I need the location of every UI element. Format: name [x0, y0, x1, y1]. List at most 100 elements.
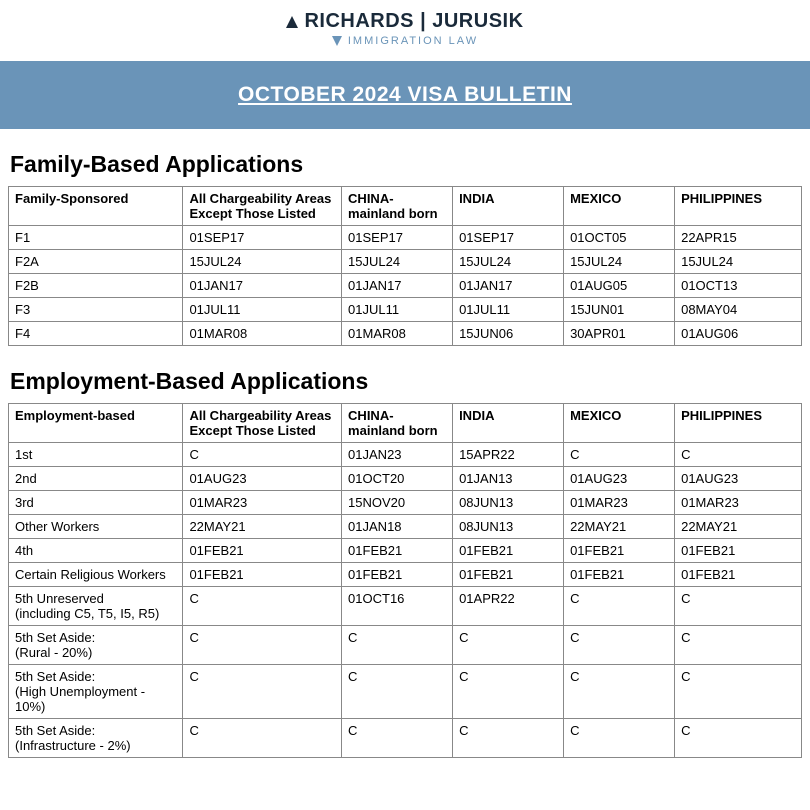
employment-cell: 01FEB21	[564, 539, 675, 563]
employment-cell: 22MAY21	[183, 515, 342, 539]
employment-cell: 01JAN18	[342, 515, 453, 539]
employment-cell: 22MAY21	[675, 515, 802, 539]
family-cell: F2B	[9, 274, 183, 298]
logo-main-text: RICHARDS | JURUSIK	[304, 10, 523, 33]
family-cell: 01AUG06	[675, 322, 802, 346]
family-cell: 01OCT05	[564, 226, 675, 250]
employment-table: Employment-basedAll Chargeability Areas …	[8, 403, 802, 758]
employment-row: Certain Religious Workers01FEB2101FEB210…	[9, 563, 802, 587]
family-cell: F3	[9, 298, 183, 322]
employment-cell: C	[183, 626, 342, 665]
employment-cell: 15APR22	[453, 443, 564, 467]
family-cell: 01MAR08	[183, 322, 342, 346]
employment-row: 3rd01MAR2315NOV2008JUN1301MAR2301MAR23	[9, 491, 802, 515]
logo-main-line: RICHARDS | JURUSIK	[0, 10, 810, 33]
employment-cell: 01FEB21	[675, 539, 802, 563]
employment-cell: 01FEB21	[453, 563, 564, 587]
family-cell: 01AUG05	[564, 274, 675, 298]
employment-col-5: PHILIPPINES	[675, 404, 802, 443]
family-col-5: PHILIPPINES	[675, 187, 802, 226]
family-cell: 15JUN06	[453, 322, 564, 346]
banner-title: OCTOBER 2024 VISA BULLETIN	[238, 83, 572, 106]
family-section-title: Family-Based Applications	[0, 129, 810, 186]
employment-cell: 5th Set Aside:(High Unemployment - 10%)	[9, 665, 183, 719]
employment-row: 5th Set Aside:(High Unemployment - 10%)C…	[9, 665, 802, 719]
logo-sub-text: IMMIGRATION LAW	[348, 35, 478, 47]
family-cell: 01JAN17	[342, 274, 453, 298]
family-cell: 08MAY04	[675, 298, 802, 322]
family-cell: 15JUL24	[453, 250, 564, 274]
family-cell: 15JUL24	[183, 250, 342, 274]
employment-cell: C	[453, 626, 564, 665]
employment-cell: 01APR22	[453, 587, 564, 626]
employment-cell: 01AUG23	[564, 467, 675, 491]
employment-cell: 01OCT20	[342, 467, 453, 491]
employment-cell: 08JUN13	[453, 515, 564, 539]
employment-cell: 01AUG23	[675, 467, 802, 491]
employment-cell: 1st	[9, 443, 183, 467]
family-row: F401MAR0801MAR0815JUN0630APR0101AUG06	[9, 322, 802, 346]
family-cell: 01JAN17	[453, 274, 564, 298]
employment-row: Other Workers22MAY2101JAN1808JUN1322MAY2…	[9, 515, 802, 539]
employment-cell: 01MAR23	[183, 491, 342, 515]
employment-cell: 2nd	[9, 467, 183, 491]
employment-row: 4th01FEB2101FEB2101FEB2101FEB2101FEB21	[9, 539, 802, 563]
family-cell: 01JUL11	[342, 298, 453, 322]
family-table: Family-SponsoredAll Chargeability Areas …	[8, 186, 802, 346]
bulletin-banner: OCTOBER 2024 VISA BULLETIN	[0, 61, 810, 129]
family-cell: 15JUL24	[675, 250, 802, 274]
employment-cell: 5th Set Aside:(Rural - 20%)	[9, 626, 183, 665]
family-row: F301JUL1101JUL1101JUL1115JUN0108MAY04	[9, 298, 802, 322]
family-cell: 01SEP17	[453, 226, 564, 250]
family-cell: F2A	[9, 250, 183, 274]
employment-cell: C	[675, 587, 802, 626]
family-cell: 01MAR08	[342, 322, 453, 346]
employment-cell: 01OCT16	[342, 587, 453, 626]
employment-cell: C	[453, 719, 564, 758]
employment-row: 1stC01JAN2315APR22CC	[9, 443, 802, 467]
employment-cell: C	[564, 626, 675, 665]
employment-cell: C	[564, 719, 675, 758]
family-row: F2A15JUL2415JUL2415JUL2415JUL2415JUL24	[9, 250, 802, 274]
employment-col-4: MEXICO	[564, 404, 675, 443]
employment-cell: 01FEB21	[453, 539, 564, 563]
employment-cell: 01FEB21	[342, 563, 453, 587]
family-cell: 30APR01	[564, 322, 675, 346]
employment-cell: C	[183, 443, 342, 467]
employment-cell: 01FEB21	[675, 563, 802, 587]
employment-cell: C	[342, 719, 453, 758]
family-col-1: All Chargeability Areas Except Those Lis…	[183, 187, 342, 226]
family-cell: 01SEP17	[342, 226, 453, 250]
employment-section-title: Employment-Based Applications	[0, 346, 810, 403]
employment-cell: C	[564, 587, 675, 626]
family-cell: 15JUL24	[342, 250, 453, 274]
family-row: F2B01JAN1701JAN1701JAN1701AUG0501OCT13	[9, 274, 802, 298]
logo: RICHARDS | JURUSIK IMMIGRATION LAW	[0, 0, 810, 55]
family-cell: 01JUL11	[183, 298, 342, 322]
family-col-3: INDIA	[453, 187, 564, 226]
employment-row: 5th Set Aside:(Infrastructure - 2%)CCCCC	[9, 719, 802, 758]
employment-cell: 01FEB21	[183, 563, 342, 587]
employment-cell: C	[675, 626, 802, 665]
employment-row: 2nd01AUG2301OCT2001JAN1301AUG2301AUG23	[9, 467, 802, 491]
employment-col-1: All Chargeability Areas Except Those Lis…	[183, 404, 342, 443]
family-col-4: MEXICO	[564, 187, 675, 226]
employment-cell: C	[183, 719, 342, 758]
employment-cell: Certain Religious Workers	[9, 563, 183, 587]
employment-cell: C	[342, 665, 453, 719]
employment-cell: 22MAY21	[564, 515, 675, 539]
employment-cell: C	[675, 719, 802, 758]
employment-cell: C	[342, 626, 453, 665]
employment-cell: C	[564, 443, 675, 467]
employment-col-2: CHINA-mainland born	[342, 404, 453, 443]
family-cell: 01JUL11	[453, 298, 564, 322]
family-row: F101SEP1701SEP1701SEP1701OCT0522APR15	[9, 226, 802, 250]
family-col-2: CHINA-mainland born	[342, 187, 453, 226]
employment-cell: C	[675, 665, 802, 719]
employment-cell: 08JUN13	[453, 491, 564, 515]
family-cell: F4	[9, 322, 183, 346]
employment-cell: 01MAR23	[675, 491, 802, 515]
employment-cell: 01FEB21	[564, 563, 675, 587]
arrow-up-icon	[286, 16, 298, 28]
employment-cell: C	[183, 665, 342, 719]
